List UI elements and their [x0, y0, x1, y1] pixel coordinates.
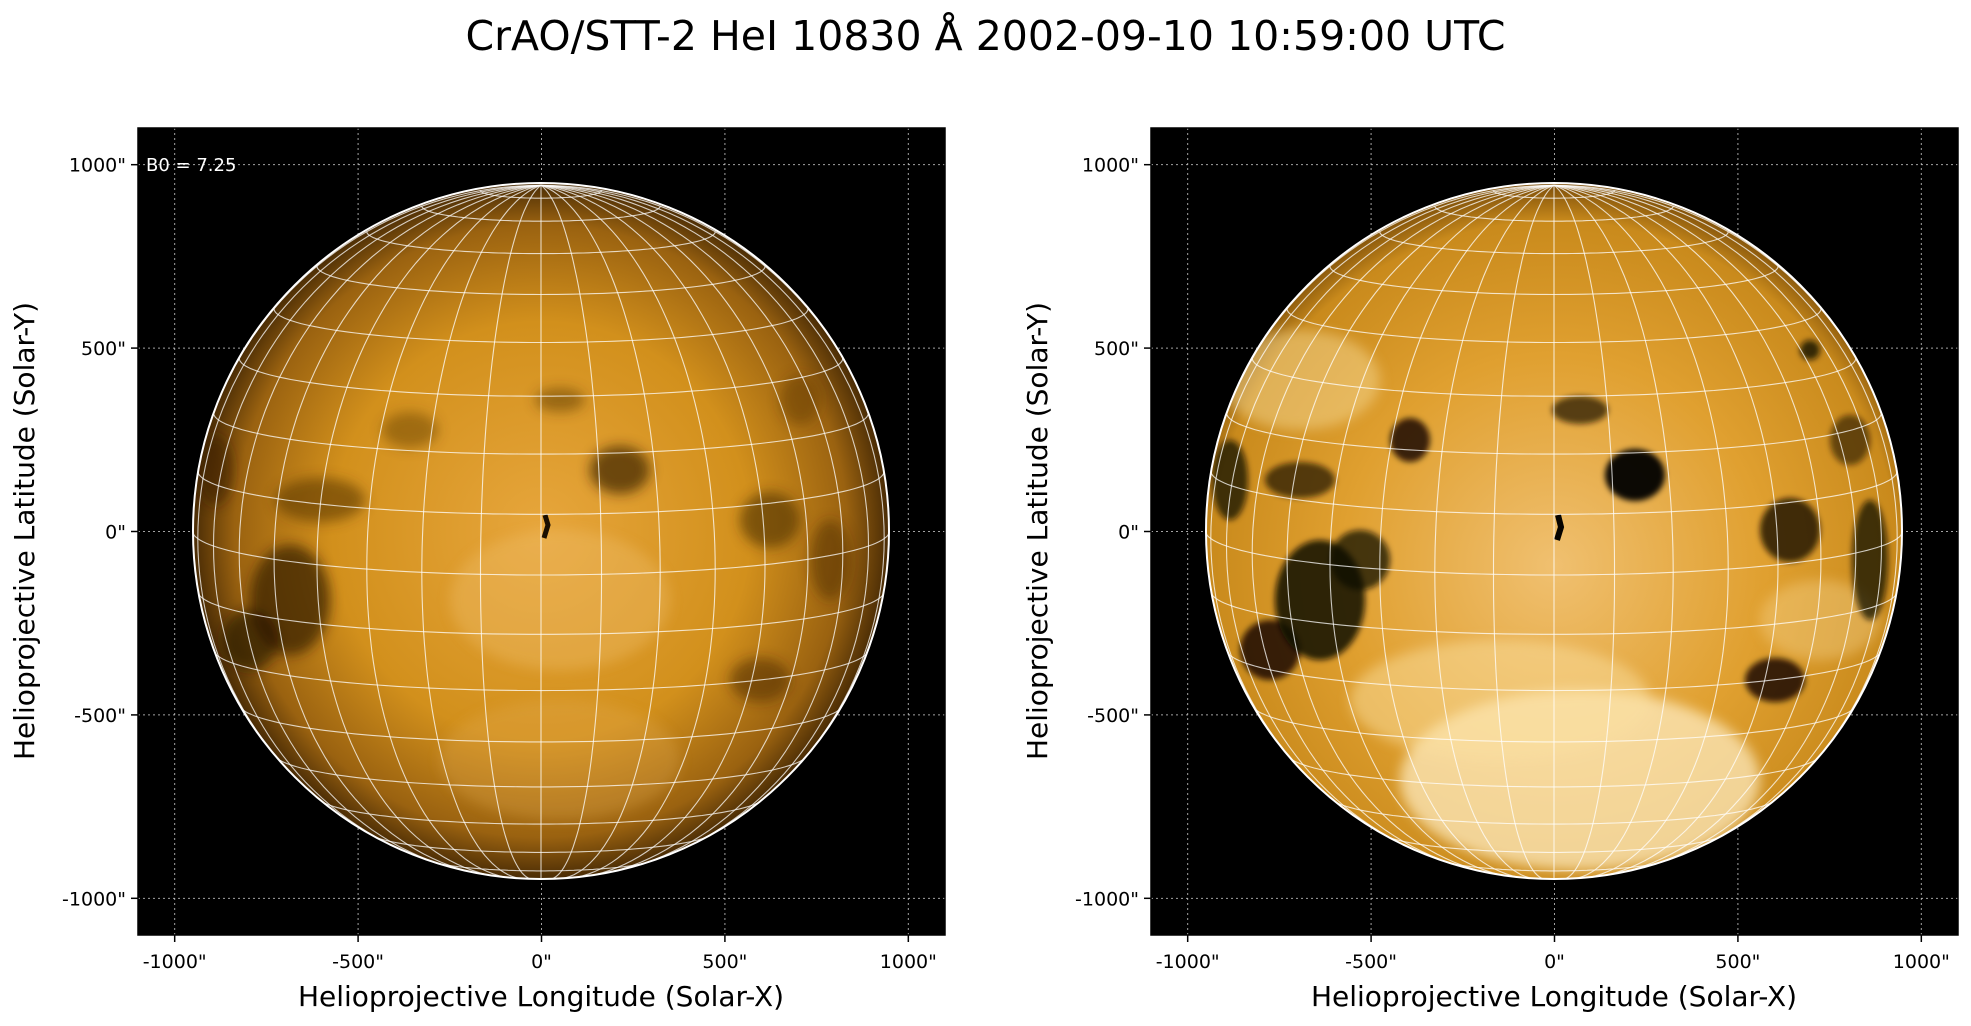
heliographic-gridline	[540, 184, 870, 858]
y-tick-label: -500"	[74, 705, 126, 727]
heliographic-gridline	[540, 184, 766, 878]
heliographic-gridline	[316, 184, 542, 878]
heliographic-gridline	[1329, 184, 1555, 878]
right-limb	[1205, 182, 1903, 880]
heliographic-gridline	[421, 184, 542, 879]
heliographic-gridline	[197, 184, 542, 809]
heliographic-gridline	[540, 184, 809, 876]
heliographic-gridline	[1553, 184, 1822, 876]
heliographic-gridline	[1553, 184, 1883, 858]
heliographic-gridline	[540, 184, 885, 809]
heliographic-gridline	[366, 184, 542, 879]
y-tick-label: -1000"	[1075, 888, 1139, 910]
y-tick-label: 1000"	[1082, 155, 1139, 177]
right-ticks: -1000" -500" 0" 500" 1000" -1000" -500" 0" 500" 1…	[1075, 155, 1950, 973]
left-xlabel: Helioprojective Longitude (Solar-X)	[298, 980, 784, 1013]
heliographic-gridline	[1553, 184, 1857, 870]
y-tick-label: 500"	[1094, 338, 1139, 360]
heliographic-gridline	[1251, 184, 1555, 870]
y-tick-label: 0"	[105, 522, 126, 544]
right-ylabel: Helioprojective Latitude (Solar-Y)	[1021, 302, 1054, 760]
heliographic-gridline	[1553, 184, 1779, 878]
right-panel: -1000" -500" 0" 500" 1000" -1000" -500" 0" 500" 1…	[1021, 127, 1959, 1013]
x-tick-label: -500"	[1345, 951, 1397, 973]
y-tick-label: 500"	[81, 338, 126, 360]
x-tick-label: 0"	[1544, 951, 1565, 973]
right-sun-disk	[1205, 182, 1903, 880]
y-tick-label: 0"	[1118, 522, 1139, 544]
heliographic-gridline	[1379, 184, 1555, 879]
left-sun-disk	[192, 182, 890, 880]
heliographic-gridline	[540, 184, 661, 879]
left-dark-features	[197, 375, 850, 702]
x-tick-label: 1000"	[880, 951, 937, 973]
heliographic-gridline	[1553, 184, 1898, 809]
heliographic-gridline	[1553, 184, 1616, 879]
left-annotation: B0 = 7.25	[146, 155, 236, 176]
x-tick-label: 500"	[1715, 951, 1760, 973]
figure-title: CrAO/STT-2 HeI 10830 Å 2002-09-10 10:59:…	[465, 12, 1506, 60]
x-tick-label: -1000"	[1156, 951, 1220, 973]
y-tick-label: -500"	[1087, 705, 1139, 727]
heliographic-gridline	[540, 184, 844, 870]
left-limb	[192, 182, 890, 880]
left-panel: -1000" -500" 0" 500" 1000" -1000" -500" 0" 500" 1…	[8, 127, 946, 1013]
left-ticks: -1000" -500" 0" 500" 1000" -1000" -500" 0" 500" 1…	[62, 155, 937, 973]
heliographic-gridline	[238, 184, 542, 870]
heliographic-gridline	[1286, 184, 1555, 876]
right-xlabel: Helioprojective Longitude (Solar-X)	[1311, 980, 1797, 1013]
heliographic-gridline	[479, 184, 542, 879]
x-tick-label: -1000"	[143, 951, 207, 973]
right-heliographic-grid	[1206, 184, 1902, 879]
heliographic-gridline	[540, 184, 603, 879]
left-ylabel: Helioprojective Latitude (Solar-Y)	[8, 302, 41, 760]
x-tick-label: 1000"	[1893, 951, 1950, 973]
heliographic-gridline	[1434, 184, 1555, 879]
heliographic-gridline	[1492, 184, 1555, 879]
heliographic-gridline	[212, 184, 542, 858]
x-tick-label: 500"	[702, 951, 747, 973]
heliographic-gridline	[1210, 184, 1555, 809]
left-heliographic-grid	[193, 184, 889, 879]
y-tick-label: -1000"	[62, 888, 126, 910]
x-tick-label: 0"	[531, 951, 552, 973]
right-bright-features	[1220, 330, 1880, 870]
heliographic-gridline	[1553, 184, 1729, 879]
heliographic-gridline	[540, 184, 716, 879]
left-bright-features	[440, 530, 680, 820]
heliographic-gridline	[273, 184, 542, 876]
heliographic-gridline	[1553, 184, 1674, 879]
y-tick-label: 1000"	[69, 155, 126, 177]
x-tick-label: -500"	[332, 951, 384, 973]
heliographic-gridline	[1225, 184, 1555, 858]
